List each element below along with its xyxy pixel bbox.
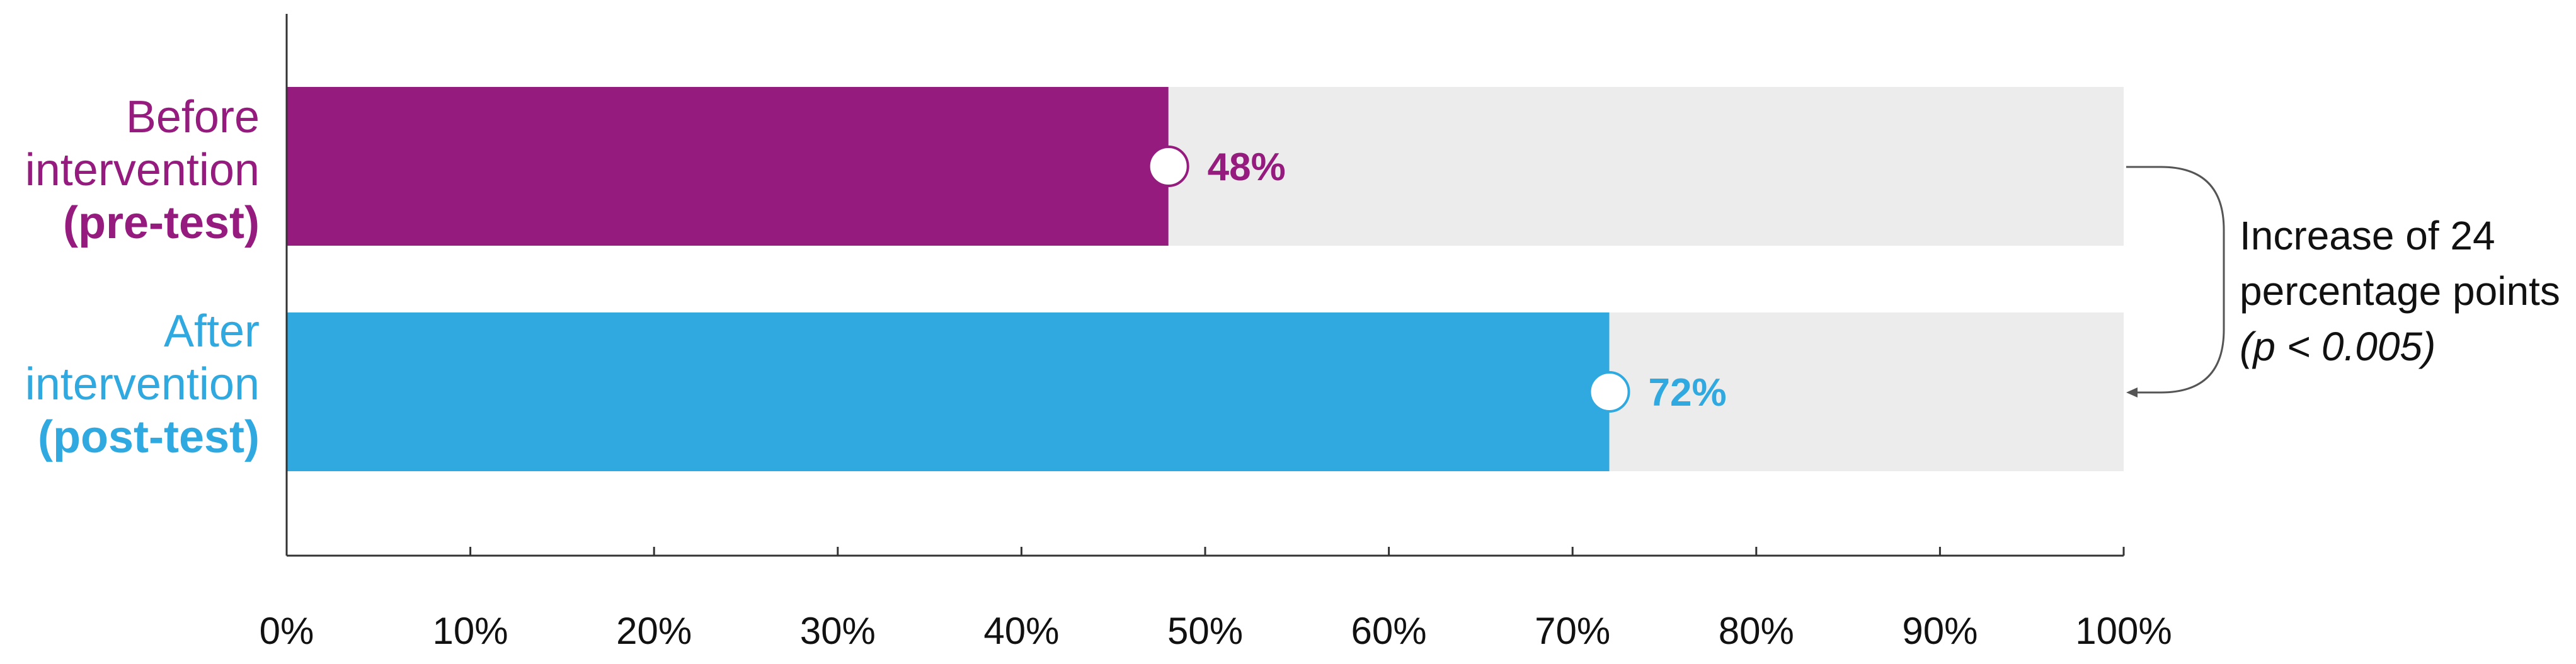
category-label-after-line3: (post-test) <box>38 412 260 462</box>
bracket-arrowhead <box>2126 387 2138 398</box>
bar-end-marker-0 <box>1147 146 1189 187</box>
bar-value-label-1: 72% <box>1649 371 1727 415</box>
bracket-line <box>2126 166 2225 394</box>
category-label-before-line2: intervention <box>25 145 260 195</box>
significance-annotation: Increase of 24 percentage points (p < 0.… <box>2240 208 2560 374</box>
x-tick-label-7: 70% <box>1535 610 1610 652</box>
x-tick-label-6: 60% <box>1351 610 1427 652</box>
category-label-after-line1: After <box>163 306 260 357</box>
x-tick-label-3: 30% <box>800 610 876 652</box>
category-label-before-line1: Before <box>125 92 260 142</box>
bar-value-1 <box>287 312 1610 471</box>
category-label-before-line3: (pre-test) <box>62 198 260 248</box>
x-tick-label-0: 0% <box>260 610 314 652</box>
x-tick-label-5: 50% <box>1167 610 1243 652</box>
x-tick-label-8: 80% <box>1719 610 1794 652</box>
x-tick-label-10: 100% <box>2075 610 2172 652</box>
category-label-after-line2: intervention <box>25 359 260 409</box>
bar-value-label-0: 48% <box>1208 146 1286 189</box>
x-tick-label-1: 10% <box>433 610 508 652</box>
x-tick-label-9: 90% <box>1902 610 1978 652</box>
x-tick-label-4: 40% <box>983 610 1059 652</box>
category-label-before: Before intervention (pre-test) <box>25 91 260 249</box>
bar-end-marker-1 <box>1588 371 1630 413</box>
annotation-pvalue: (p < 0.005) <box>2240 324 2436 369</box>
category-label-after: After intervention (post-test) <box>25 305 260 464</box>
annotation-line2: percentage points <box>2240 268 2560 314</box>
annotation-line1: Increase of 24 <box>2240 213 2495 258</box>
bar-value-0 <box>287 87 1169 246</box>
x-tick-label-2: 20% <box>616 610 692 652</box>
